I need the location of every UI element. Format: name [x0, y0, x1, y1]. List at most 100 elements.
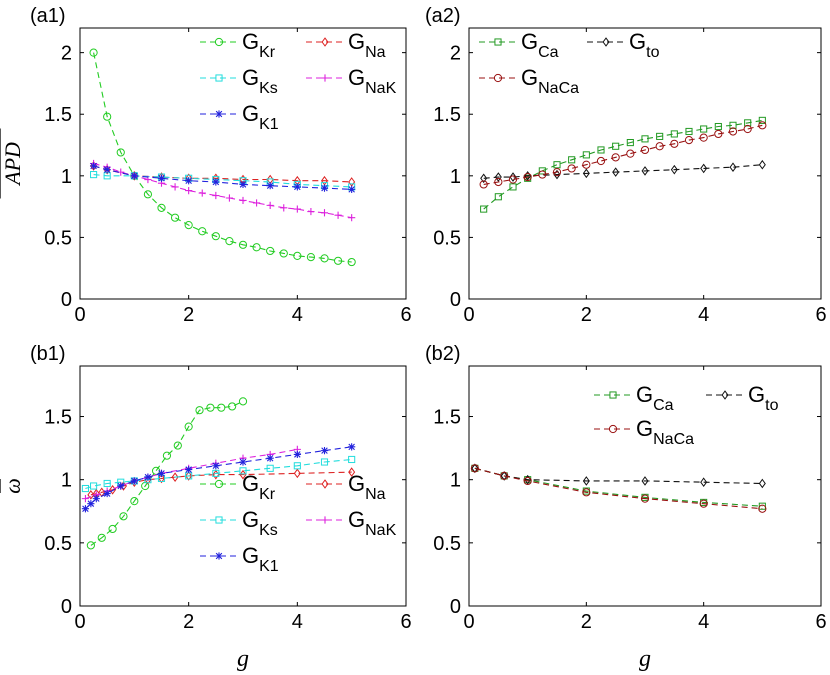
data-point	[266, 182, 274, 190]
data-point	[670, 164, 678, 175]
data-point	[266, 464, 274, 472]
legend-marker	[321, 516, 329, 524]
data-point	[184, 422, 193, 431]
data-point	[81, 505, 90, 513]
y-tick-label: 1	[450, 166, 461, 188]
legend-sub: NaCa	[538, 80, 579, 97]
panel-label: (a1)	[30, 5, 66, 27]
legend-marker	[609, 391, 617, 399]
panel-label: (b2)	[425, 343, 461, 365]
data-point	[553, 169, 561, 180]
data-point	[641, 135, 649, 143]
data-point	[206, 403, 215, 412]
data-point	[90, 171, 98, 179]
data-point	[500, 471, 509, 480]
x-tick-label: 4	[698, 304, 709, 326]
data-point	[293, 468, 301, 479]
legend-item: GKs	[200, 65, 278, 97]
data-point	[582, 151, 590, 159]
data-point	[212, 178, 220, 186]
legend-name: G	[242, 543, 259, 568]
legend-marker	[215, 516, 223, 524]
x-tick-label: 6	[815, 611, 826, 633]
legend-marker	[215, 110, 223, 118]
data-point	[334, 211, 342, 219]
data-point	[582, 488, 591, 497]
legend-item: GNaCa	[479, 65, 579, 97]
data-point	[217, 403, 226, 412]
y-tick-label: 0.5	[433, 227, 461, 249]
data-point	[157, 203, 166, 212]
data-point	[171, 472, 179, 482]
data-point	[184, 220, 193, 230]
data-point	[158, 473, 165, 484]
x-tick-label: 2	[183, 304, 194, 326]
legend-item: GKr	[200, 471, 276, 503]
data-point	[641, 166, 649, 176]
legend-item: GNaCa	[594, 416, 694, 448]
legend-item: GNa	[306, 29, 386, 61]
legend-label: Gto	[748, 382, 779, 414]
data-point	[81, 495, 90, 503]
data-point	[700, 163, 708, 174]
data-point	[700, 125, 708, 133]
legend-sub: K1	[259, 558, 279, 575]
legend-sub: Ca	[538, 44, 559, 61]
data-point	[568, 156, 576, 164]
data-point	[87, 500, 95, 508]
data-point	[538, 167, 546, 175]
series-line	[474, 467, 763, 510]
data-point	[479, 180, 488, 189]
data-point	[655, 142, 664, 151]
data-point	[97, 533, 106, 542]
data-point	[280, 204, 288, 212]
data-point	[320, 184, 329, 192]
x-tick-label: 2	[581, 304, 592, 326]
legend-sub: Na	[365, 486, 386, 503]
legend-item: GNaK	[306, 65, 397, 97]
legend-sub: Kr	[259, 486, 276, 503]
y-tick-label: 0.5	[44, 227, 72, 249]
data-point	[239, 196, 247, 205]
x-tick-label: 0	[74, 304, 85, 326]
axes-box	[468, 365, 822, 607]
data-point	[626, 138, 634, 147]
data-point	[729, 121, 737, 129]
data-point	[524, 171, 532, 181]
y-tick-label: 0.5	[433, 533, 461, 555]
data-point	[228, 402, 237, 411]
legend-marker	[494, 38, 502, 46]
x-tick-label: 4	[292, 611, 303, 633]
data-point	[480, 173, 488, 184]
data-point	[758, 504, 767, 513]
data-point	[656, 132, 664, 140]
data-point	[348, 185, 356, 193]
y-tick-label: 2	[450, 43, 461, 65]
legend-label: GKr	[242, 29, 276, 61]
legend-marker	[608, 424, 618, 434]
legend-label: GCa	[636, 382, 674, 414]
legend-name: G	[636, 382, 653, 407]
x-axis-label: g	[237, 646, 249, 672]
data-point	[89, 162, 98, 170]
data-point	[130, 172, 138, 180]
data-point	[670, 130, 678, 138]
data-point	[116, 148, 125, 157]
data-point	[130, 497, 139, 506]
data-point	[293, 183, 301, 191]
panel-label: (b1)	[30, 343, 66, 365]
x-tick-label: 2	[183, 611, 194, 633]
series-G-NaCa	[479, 121, 767, 189]
x-tick-label: 6	[815, 304, 826, 326]
legend-item: Gto	[706, 382, 779, 414]
legend-name: G	[636, 416, 653, 441]
data-point	[144, 473, 152, 481]
data-point	[252, 199, 261, 207]
data-point	[582, 476, 590, 486]
data-point	[238, 240, 248, 249]
data-point	[239, 467, 247, 475]
data-point	[348, 443, 356, 451]
